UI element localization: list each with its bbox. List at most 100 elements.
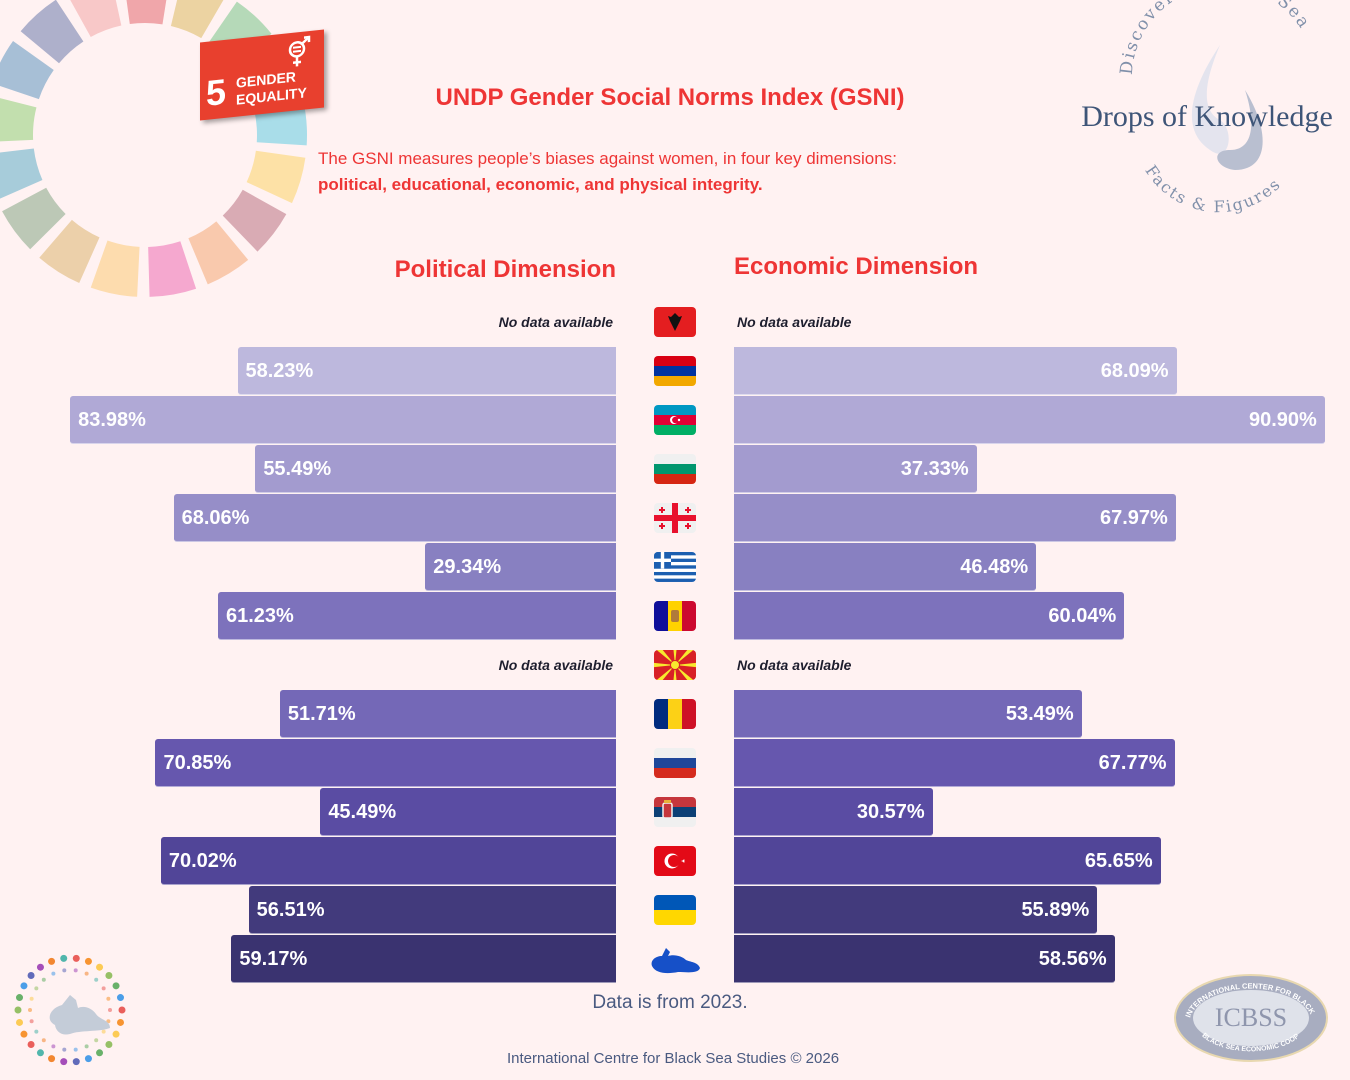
logo-dot (36, 1049, 44, 1057)
logo-dot (29, 1019, 34, 1024)
economic-bar: 53.49% (734, 690, 1082, 738)
political-value-label: 70.85% (163, 752, 232, 774)
sdg-wheel-segment (20, 0, 84, 64)
logo-dot (105, 972, 113, 980)
logo-dot (36, 963, 44, 971)
economic-value-label: 53.49% (1005, 703, 1074, 725)
economic-bar: 55.89% (734, 886, 1098, 934)
political-bar: 83.98% (70, 396, 616, 444)
logo-dot (94, 1038, 99, 1043)
logo-dot (20, 982, 28, 990)
logo-dot (20, 1030, 28, 1038)
black-sea-dots-logo (14, 954, 126, 1066)
economic-value-label: 58.56% (1038, 948, 1107, 970)
logo-dot (41, 977, 46, 982)
sdg-wheel-segment (170, 0, 224, 39)
logo-dot (16, 994, 24, 1002)
logo-dot (73, 1047, 78, 1052)
sdg-number: 5 (206, 70, 227, 114)
subtitle-line1: The GSNI measures people’s biases agains… (318, 149, 897, 168)
logo-dot (118, 1006, 126, 1014)
political-value-label: 45.49% (328, 801, 397, 823)
drops-of-knowledge-logo: Discovering Black Sea Drops of Knowledge… (1081, 0, 1333, 216)
black-sea-region-icon (648, 942, 702, 976)
economic-value-label: 46.48% (960, 556, 1029, 578)
political-bar: 51.71% (279, 690, 616, 738)
greece-flag-icon (654, 552, 696, 582)
political-value-label: 58.23% (245, 360, 314, 382)
serbia-flag-icon (654, 797, 696, 827)
economic-value-label: 67.77% (1098, 752, 1167, 774)
political-bar: 61.23% (218, 592, 616, 640)
economic-bar: 60.04% (734, 592, 1125, 640)
sdg-wheel-segment (148, 241, 197, 297)
logo-dot (84, 971, 89, 976)
sdg-wheel-segment (2, 187, 66, 250)
political-no-data-label: No data available (498, 314, 613, 330)
political-bar: 68.06% (173, 494, 616, 542)
political-bar: 56.51% (248, 886, 616, 934)
logo-dot (84, 1044, 89, 1049)
logo-dot (60, 954, 68, 962)
logo-dot (73, 968, 78, 973)
economic-bar: 58.56% (734, 935, 1115, 983)
logo-dot (72, 954, 80, 962)
political-bar: 70.85% (155, 739, 616, 787)
page-subtitle: The GSNI measures people’s biases agains… (318, 146, 1078, 198)
economic-bar: 90.90% (734, 396, 1325, 444)
logo-dot (48, 957, 56, 965)
sdg-wheel-segment (39, 219, 100, 284)
political-value-label: 55.49% (263, 458, 332, 480)
political-value-label: 83.98% (78, 409, 146, 431)
logo-dot (29, 996, 34, 1001)
economic-value-label: 90.90% (1249, 409, 1317, 431)
economic-value-label: 55.89% (1021, 899, 1090, 921)
economic-bar: 46.48% (734, 543, 1037, 591)
sdg-wheel-segment (0, 148, 43, 199)
footer-copyright: International Centre for Black Sea Studi… (506, 1050, 840, 1067)
logo-dot (16, 1018, 24, 1026)
political-value-label: 70.02% (168, 850, 237, 872)
logo-dot (84, 957, 92, 965)
russia-flag-icon (654, 748, 696, 778)
ukraine-flag-icon (654, 895, 696, 925)
economic-value-label: 67.97% (1099, 507, 1168, 529)
sdg-wheel-segment (0, 41, 54, 100)
logo-dot (48, 1055, 56, 1063)
logo-dot (34, 986, 39, 991)
logo-dot (27, 1040, 35, 1048)
political-bar: 29.34% (425, 543, 616, 591)
bulgaria-flag-icon (654, 454, 696, 484)
economic-dimension-title: Economic Dimension (734, 253, 979, 280)
economic-bar: 65.65% (734, 837, 1161, 885)
economic-bar: 67.77% (734, 739, 1175, 787)
logo-dot (72, 1058, 80, 1066)
political-value-label: 68.06% (181, 507, 250, 529)
subtitle-line2: political, educational, economic, and ph… (318, 175, 763, 194)
political-bar: 58.23% (237, 347, 616, 395)
logo-dot (105, 1040, 113, 1048)
logo-dot (116, 994, 124, 1002)
logo-dot (51, 1044, 56, 1049)
sdg-wheel-segment (70, 0, 122, 38)
logo-dot (27, 972, 35, 980)
data-year-note: Data is from 2023. (592, 992, 748, 1013)
economic-value-label: 30.57% (856, 801, 925, 823)
economic-value-label: 37.33% (900, 458, 969, 480)
logo-dot (112, 1030, 120, 1038)
sdg5-gender-equality-badge: 5 GENDER EQUALITY (200, 29, 324, 121)
drops-logo-name: Drops of Knowledge (1081, 100, 1333, 133)
romania-flag-icon (654, 699, 696, 729)
logo-dot (94, 977, 99, 982)
gender-equality-icon (288, 35, 311, 67)
economic-value-label: 68.09% (1100, 360, 1169, 382)
sdg-wheel-segment (246, 150, 306, 204)
logo-dot (112, 982, 120, 990)
turkey-flag-icon (654, 846, 696, 876)
page-title: UNDP Gender Social Norms Index (GSNI) (435, 84, 905, 111)
logo-dot (96, 1049, 104, 1057)
icbss-name: ICBSS (1215, 1003, 1287, 1032)
black-sea-shape-icon (49, 995, 110, 1035)
logo-dot (101, 1029, 106, 1034)
sdg-wheel-segment (126, 0, 167, 25)
